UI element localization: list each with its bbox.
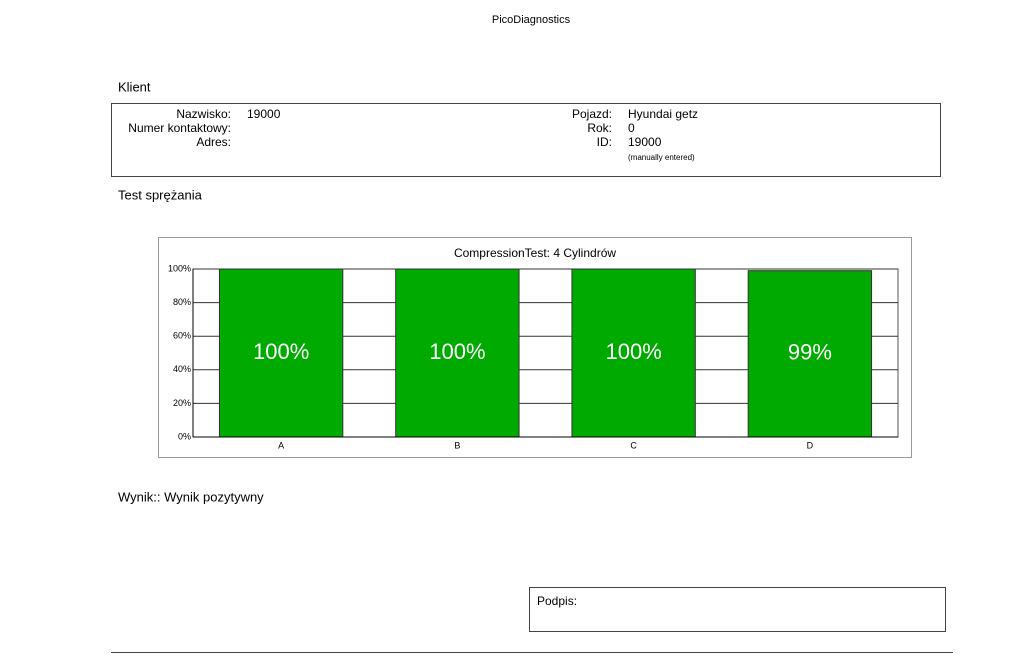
- bar: [747, 270, 873, 438]
- value-label: 100%: [605, 339, 661, 364]
- field-label: Adres:: [196, 135, 231, 149]
- page-title: PicoDiagnostics: [492, 14, 571, 26]
- field-value: Hyundai getz: [628, 107, 698, 121]
- field-value: 0: [628, 121, 635, 135]
- bar: [218, 268, 344, 438]
- x-tick-label: C: [630, 440, 637, 450]
- field-label: Pojazd:: [572, 107, 612, 121]
- value-label: 99%: [788, 340, 832, 365]
- field-value: 19000: [247, 107, 281, 121]
- bar: [395, 268, 520, 438]
- x-tick-label: A: [278, 440, 284, 450]
- result-text: Wynik:: Wynik pozytywny: [118, 489, 264, 504]
- field-label: ID:: [597, 135, 612, 149]
- field-label: Numer kontaktowy:: [128, 121, 231, 135]
- field-value: 19000: [628, 135, 662, 149]
- x-tick-label: D: [807, 440, 814, 450]
- y-tick-label: 40%: [173, 364, 191, 374]
- client-heading: Klient: [118, 79, 151, 94]
- signature-label: Podpis:: [537, 594, 577, 608]
- client-box: [111, 103, 941, 177]
- chart-title: CompressionTest: 4 Cylindrów: [454, 246, 616, 260]
- x-tick-label: B: [454, 440, 460, 450]
- y-tick-label: 80%: [173, 297, 191, 307]
- field-label: Nazwisko:: [176, 107, 231, 121]
- field-note: (manually entered): [628, 153, 695, 162]
- signature-box: [529, 587, 946, 632]
- y-tick-label: 60%: [173, 331, 191, 341]
- bar: [571, 268, 696, 438]
- chart: 0% 20% 40% 60% 80% 100% A 100% B 100% C 100% D 99%: [168, 263, 899, 450]
- y-tick-label: 0%: [178, 431, 191, 441]
- field-label: Rok:: [587, 121, 612, 135]
- y-tick-label: 100%: [168, 263, 191, 273]
- y-tick-label: 20%: [173, 398, 191, 408]
- value-label: 100%: [253, 339, 309, 364]
- test-heading: Test sprężania: [118, 187, 203, 202]
- value-label: 100%: [429, 339, 485, 364]
